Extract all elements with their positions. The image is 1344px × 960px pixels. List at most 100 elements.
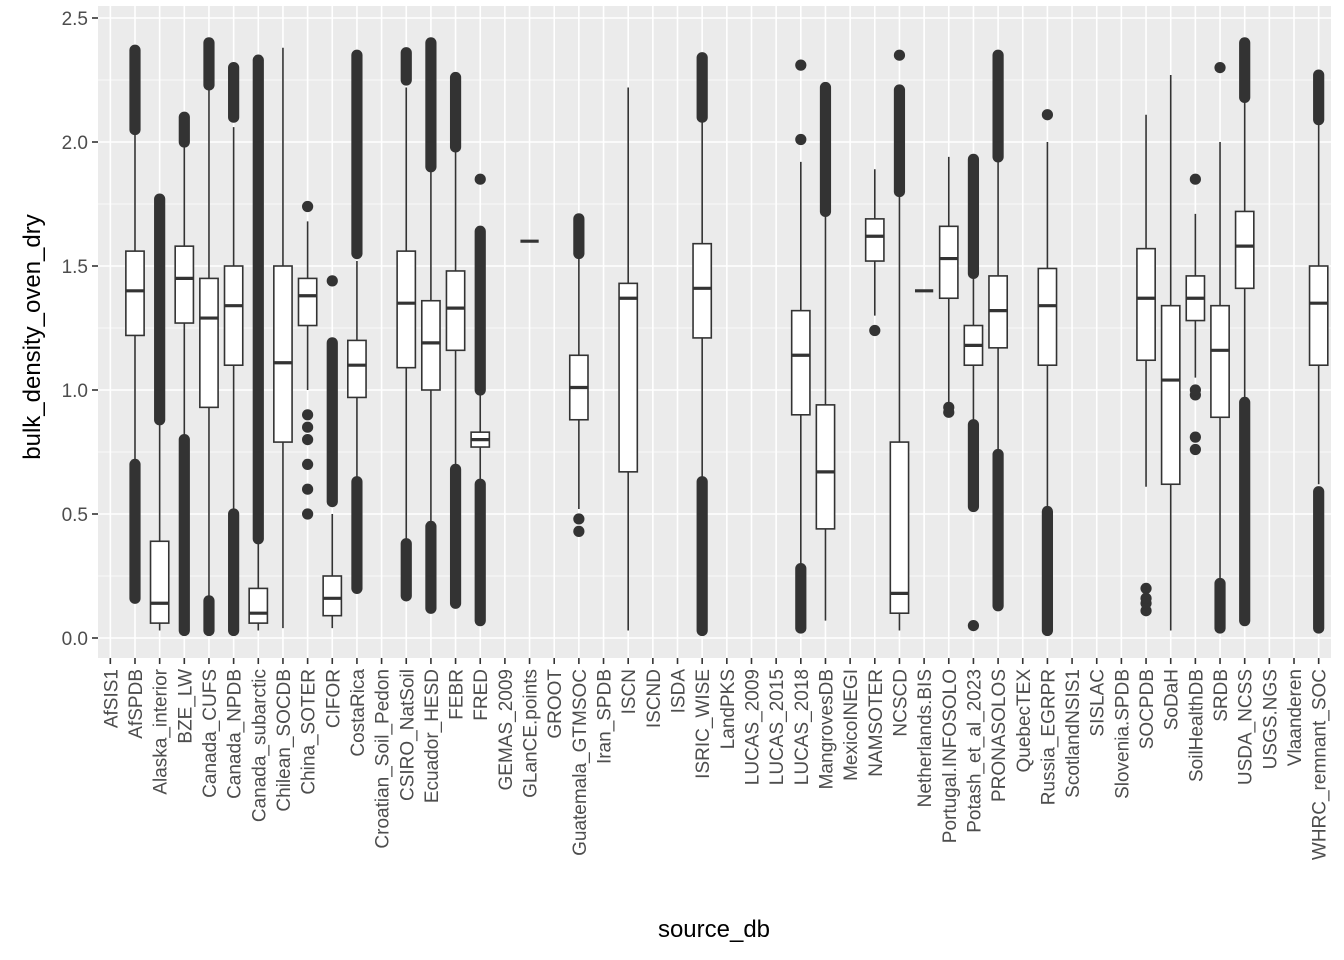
y-tick-label: 0.5	[62, 505, 88, 526]
outlier-cluster	[795, 562, 807, 634]
box-body	[125, 250, 145, 337]
x-tick-label: BZE_LW	[175, 669, 196, 744]
box-guatemala-gtmsoc	[568, 213, 589, 537]
outlier-point	[795, 59, 807, 71]
x-tick-label: GROOT	[545, 669, 566, 739]
outlier-cluster	[967, 153, 980, 280]
x-tick-label: SoilHealthDB	[1186, 669, 1207, 782]
x-tick-label: LandPKS	[718, 669, 739, 749]
box-body	[396, 250, 417, 369]
x-tick-label: GEMAS_2009	[496, 669, 517, 790]
box-china-soter	[297, 200, 318, 520]
box-ecuador-hesd	[420, 37, 441, 614]
outlier-cluster	[203, 37, 215, 91]
box-body	[1210, 304, 1230, 419]
box-sodah	[1160, 75, 1181, 631]
x-tick-label: Potash_et_al_2023	[964, 669, 985, 833]
x-tick-label: LUCAS_2018	[792, 669, 813, 785]
y-tick-label: 0.0	[62, 629, 88, 650]
outlier-cluster	[967, 419, 980, 513]
outlier-point	[967, 620, 980, 632]
x-tick-label: MangrovesDB	[816, 669, 837, 789]
box-body	[322, 575, 343, 617]
outlier-point	[302, 434, 314, 446]
box-marks	[125, 37, 1329, 637]
x-tick-label: USGS.NGS	[1260, 669, 1281, 769]
box-bze-lw	[174, 111, 195, 637]
outlier-cluster	[992, 448, 1004, 612]
box-afspdb	[125, 44, 145, 604]
box-body	[149, 540, 170, 624]
box-body	[1037, 267, 1058, 367]
outlier-cluster	[1313, 69, 1325, 126]
box-russia-egrpr	[1037, 109, 1058, 637]
box-body	[1136, 247, 1156, 362]
outlier-point	[302, 483, 314, 495]
box-fred	[470, 173, 491, 627]
x-tick-label: AfSIS1	[101, 669, 122, 728]
x-tick-label: Guatemala_GTMSOC	[570, 669, 591, 856]
outlier-cluster	[400, 538, 412, 602]
outlier-point	[1140, 592, 1152, 604]
box-mangrovesdb	[815, 81, 836, 621]
outlier-cluster	[1041, 505, 1054, 637]
x-tick-label: Vlaanderen	[1285, 669, 1306, 766]
outlier-point	[1214, 62, 1226, 74]
outlier-cluster	[449, 71, 462, 153]
x-tick-label: SISLAC	[1088, 669, 1109, 737]
outlier-cluster	[252, 54, 264, 545]
box-body	[864, 218, 885, 262]
outlier-point	[302, 409, 314, 421]
outlier-cluster	[1239, 396, 1251, 627]
box-body	[815, 404, 836, 530]
box-chilean-socdb	[273, 47, 293, 629]
box-socpdb	[1136, 114, 1156, 617]
outlier-cluster	[819, 81, 832, 218]
box-alaska-interior	[149, 193, 170, 631]
outlier-cluster	[696, 476, 708, 637]
outlier-point	[573, 525, 585, 537]
box-body	[692, 242, 713, 339]
box-isric-wise	[692, 52, 713, 637]
outlier-point	[302, 458, 314, 470]
plot-panel	[98, 6, 1331, 658]
x-axis-title: source_db	[658, 916, 770, 943]
box-body	[1160, 304, 1181, 486]
box-pronasolos	[988, 49, 1009, 612]
x-tick-label: FRED	[471, 669, 492, 721]
x-tick-label: USDA_NCSS	[1236, 669, 1257, 785]
x-tick-label: Alaska_interior	[151, 668, 172, 794]
x-tick-label: MexicoINEGI	[841, 669, 862, 781]
outlier-point	[795, 133, 807, 146]
outlier-point	[1140, 582, 1152, 595]
outlier-cluster	[203, 595, 215, 637]
x-tick-label: SRDB	[1211, 669, 1232, 722]
box-ncscd	[889, 49, 910, 631]
x-tick-label: LUCAS_2015	[767, 669, 788, 785]
x-tick-label: AfSPDB	[126, 669, 147, 739]
outlier-cluster	[129, 44, 141, 136]
y-tick-label: 1.5	[62, 257, 88, 278]
box-srdb	[1210, 62, 1230, 634]
axes: 0.0 0.5 1.0 1.5 2.0 2.5 AfSIS1 AfSPDB Alaska_int…	[62, 9, 1331, 860]
box-whrc-remnant-soc	[1308, 69, 1329, 634]
box-canada-cufs	[199, 37, 219, 637]
outlier-cluster	[893, 84, 906, 198]
box-lucas-2018	[790, 59, 811, 634]
x-tick-label: ISDA	[669, 669, 690, 714]
x-tick-label: Croatian_Soil_Pedon	[373, 669, 394, 849]
outlier-cluster	[228, 62, 240, 123]
y-tick-label: 1.0	[62, 381, 88, 402]
box-body	[174, 245, 195, 324]
box-csiro-natsoil	[396, 47, 417, 602]
outlier-cluster	[449, 463, 462, 609]
x-tick-label: CIFOR	[323, 669, 344, 728]
box-costarica	[347, 49, 367, 594]
box-canada-npdb	[223, 62, 244, 637]
box-body	[223, 265, 244, 366]
y-tick-label: 2.5	[62, 9, 88, 30]
outlier-cluster	[1313, 486, 1325, 634]
box-body	[199, 277, 219, 409]
x-tick-label: FEBR	[447, 669, 468, 720]
outlier-point	[302, 508, 314, 520]
